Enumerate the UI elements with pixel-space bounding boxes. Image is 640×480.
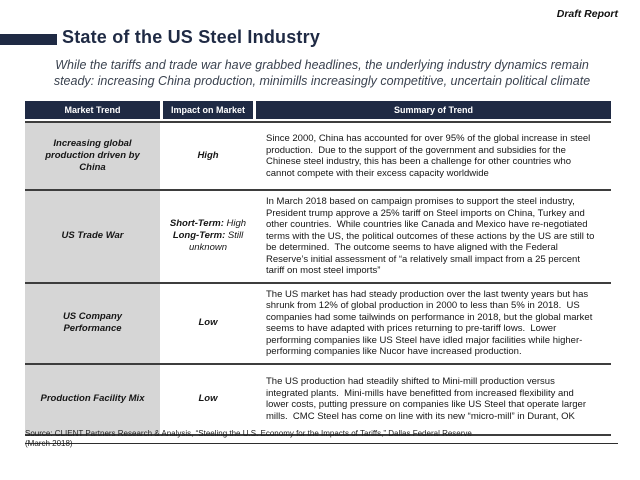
header-summary-of-trend: Summary of Trend [256,101,611,119]
impact-term-label: Short-Term: [169,218,224,230]
title-accent-bar [0,34,57,45]
impact-term-label: Long-Term: [172,230,226,242]
table-row-china-production: Increasing global production driven by C… [25,121,611,189]
impact-cell: Low [198,393,218,404]
subtitle-line-1: While the tariffs and trade war have gra… [55,58,589,72]
summary-cell: The US production had steadily shifted t… [266,376,589,422]
trend-cell: Production Facility Mix [25,364,160,434]
footer-divider-line [25,443,618,444]
table-row-us-trade-war: US Trade War Short-Term: High Long-Term: … [25,189,611,282]
trend-cell: US Trade War [25,191,160,282]
impact-cell: Short-Term: High Long-Term: Still unknown [163,191,253,282]
source-citation: Source: CLIENT Partners Research & Analy… [25,429,472,448]
source-line-1: Source: CLIENT Partners Research & Analy… [25,429,472,438]
impact-cell: High [197,150,219,161]
table-header-row: Market Trend Impact on Market Summary of… [25,101,611,119]
subtitle-line-2: steady: increasing China production, min… [53,73,591,88]
table-row-us-company-performance: US Company Performance Low The US market… [25,281,611,363]
impact-text: Short-Term: High Long-Term: Still unknown [167,218,249,254]
impact-term-value: High [226,218,247,230]
table-row-production-facility-mix: Production Facility Mix Low The US produ… [25,362,611,434]
market-trend-table: Market Trend Impact on Market Summary of… [25,101,611,436]
page-title: State of the US Steel Industry [62,27,321,47]
source-line-2: (March 2018) [25,438,73,448]
trend-cell: US Company Performance [25,283,160,363]
summary-cell: In March 2018 based on campaign promises… [266,196,598,276]
header-impact-on-market: Impact on Market [163,101,253,119]
impact-cell: Low [198,317,218,328]
slide-subtitle: While the tariffs and trade war have gra… [42,58,602,89]
impact-term-value: Still unknown [188,230,244,254]
summary-cell: Since 2000, China has accounted for over… [266,133,593,179]
summary-cell: The US market has had steady production … [266,288,595,358]
trend-cell: Increasing global production driven by C… [25,123,160,189]
header-market-trend: Market Trend [25,101,160,119]
draft-report-label: Draft Report [556,8,618,20]
